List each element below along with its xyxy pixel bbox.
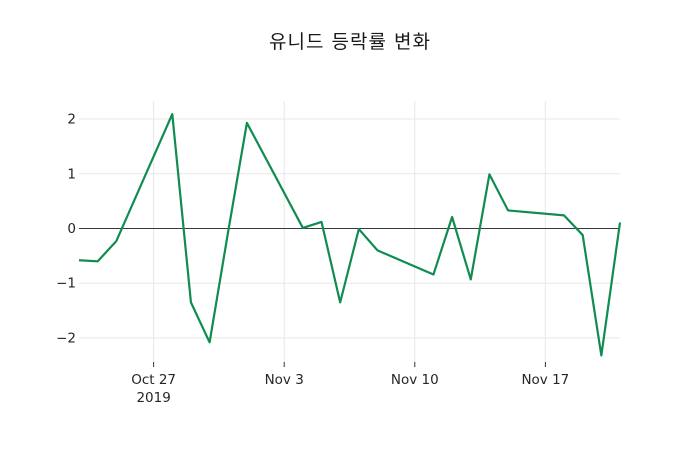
y-tick-label: 0 — [67, 221, 76, 237]
series-line — [78, 113, 622, 357]
x-tick-label: Nov 10 — [391, 372, 439, 388]
y-tick-label: 1 — [67, 166, 76, 182]
y-tick-label: −1 — [56, 276, 76, 292]
y-tick-label: 2 — [67, 112, 76, 128]
x-tick-label: Nov 3 — [265, 372, 304, 388]
y-tick-label: −2 — [56, 330, 76, 346]
x-tick-label: Oct 27 — [131, 372, 176, 388]
x-tick-sublabel: 2019 — [136, 390, 170, 406]
x-tick-label: Nov 17 — [521, 372, 569, 388]
chart-title: 유니드 등락률 변화 — [269, 31, 431, 53]
